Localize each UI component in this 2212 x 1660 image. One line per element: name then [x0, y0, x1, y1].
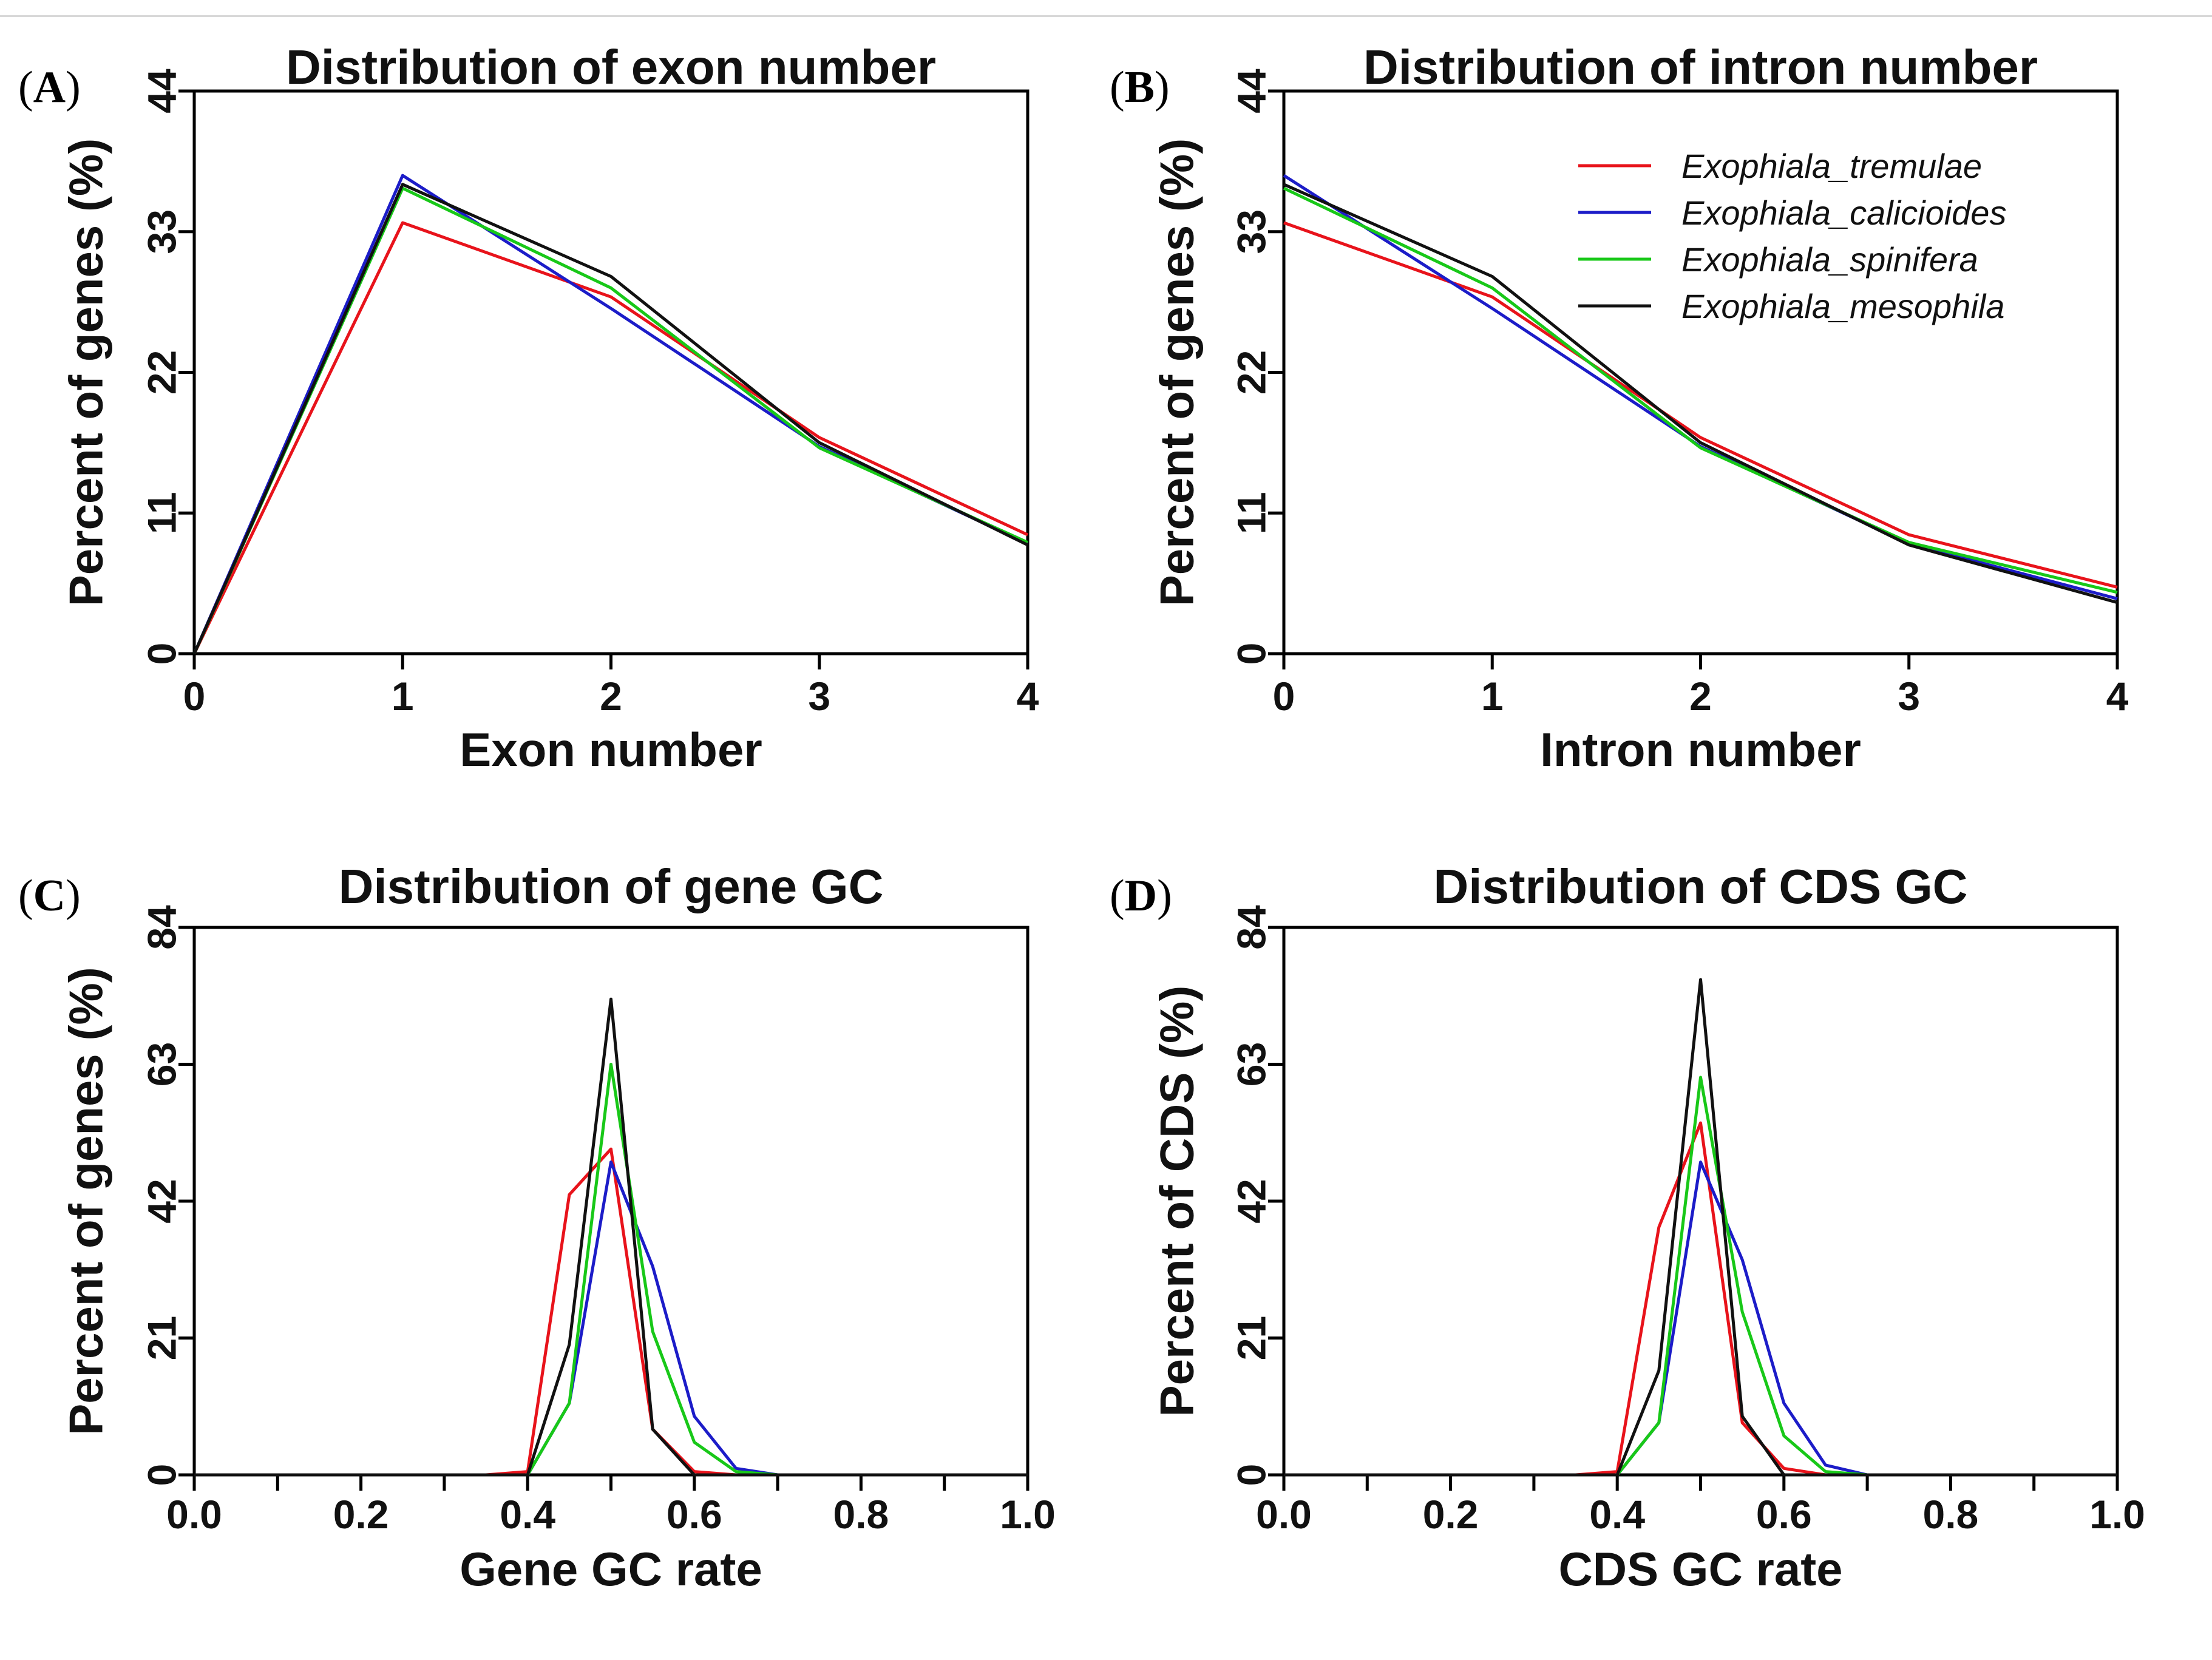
- x-axis-label: Intron number: [1540, 723, 1861, 776]
- y-tick-label: 21: [1229, 1316, 1274, 1360]
- y-axis-label: Percent of genes (%): [1150, 138, 1204, 607]
- y-tick-label: 84: [1229, 905, 1274, 950]
- panel-letter: (C): [18, 871, 81, 921]
- top-divider: [0, 15, 2212, 17]
- y-tick-label: 33: [1229, 209, 1274, 254]
- y-tick-label: 42: [1229, 1179, 1274, 1223]
- x-tick-label: 0.4: [1589, 1492, 1645, 1537]
- chart-title: Distribution of CDS GC: [1434, 859, 1968, 913]
- series-line-tremulae: [192, 221, 1029, 655]
- x-tick-label: 0.8: [833, 1492, 889, 1537]
- y-tick-label: 0: [1229, 1464, 1274, 1486]
- series-line-calicioides: [192, 174, 1029, 654]
- y-tick-label: 11: [139, 492, 184, 534]
- series-line-tremulae: [194, 1147, 1028, 1477]
- x-tick-label: 2: [1689, 674, 1712, 719]
- y-tick-label: 33: [139, 209, 184, 254]
- x-tick-label: 0.2: [333, 1492, 389, 1537]
- x-tick-label: 1.0: [1000, 1492, 1056, 1537]
- panel-c: (C) Distribution of gene GC 0 21 42 63 84 0.0 0.…: [18, 859, 1056, 1596]
- y-tick-label: 0: [139, 643, 184, 665]
- y-tick-label: 0: [139, 1464, 184, 1486]
- x-tick-label: 1.0: [2089, 1492, 2145, 1537]
- chart-title: Distribution of gene GC: [339, 859, 884, 913]
- legend-entry-spinifera: Exophiala_spinifera: [1681, 240, 1978, 279]
- series-line-calicioides: [1284, 1160, 2117, 1477]
- panel-letter-value: C: [33, 871, 66, 921]
- x-tick-label: 3: [1898, 674, 1920, 719]
- legend: Exophiala_tremulae Exophiala_calicioides E…: [1578, 147, 2006, 325]
- chart-title: Distribution of exon number: [286, 40, 936, 94]
- series-line-mesophila: [192, 183, 1029, 655]
- series-line-tremulae: [1284, 1121, 2117, 1477]
- panel-letter: (A): [18, 63, 81, 112]
- series-line-tremulae: [1283, 221, 2118, 589]
- y-tick-label: 22: [1229, 350, 1274, 395]
- x-tick-label: 0.0: [1256, 1492, 1312, 1537]
- x-axis-label: Gene GC rate: [460, 1542, 762, 1596]
- y-tick-label: 63: [139, 1042, 184, 1086]
- y-axis-label: Percent of CDS (%): [1150, 986, 1204, 1417]
- series-line-spinifera: [1284, 1076, 2117, 1477]
- y-tick-label: 63: [1229, 1042, 1274, 1086]
- x-tick-label: 0.2: [1423, 1492, 1479, 1537]
- series-line-spinifera: [192, 186, 1029, 655]
- panel-letter: (D): [1110, 871, 1172, 921]
- y-tick-label: 11: [1229, 492, 1274, 534]
- x-tick-label: 2: [600, 674, 622, 719]
- x-tick-label: 0: [183, 674, 206, 719]
- y-axis-label: Percent of genes (%): [59, 138, 113, 607]
- panel-letter: (B): [1110, 63, 1170, 112]
- x-tick-label: 0.6: [667, 1492, 722, 1537]
- y-tick-label: 84: [139, 905, 184, 950]
- x-tick-label: 1: [392, 674, 414, 719]
- x-tick-label: 4: [1017, 674, 1039, 719]
- plot-frame: [1282, 926, 2119, 1477]
- panel-d: (D) Distribution of CDS GC 0 21 42 63 84 0.0 0.2…: [1110, 859, 2145, 1596]
- panel-b: (B) Distribution of intron number 0 11 22 33 4…: [1110, 40, 2129, 776]
- legend-entry-mesophila: Exophiala_mesophila: [1681, 287, 2004, 325]
- series-line-mesophila: [194, 997, 1028, 1477]
- x-tick-label: 0.4: [500, 1492, 555, 1537]
- y-tick-label: 44: [139, 69, 184, 113]
- y-tick-label: 0: [1229, 643, 1274, 665]
- x-tick-label: 3: [808, 674, 830, 719]
- y-tick-label: 22: [139, 350, 184, 395]
- panel-a: (A) Distribution of exon number 0 11 22 33 44 0…: [18, 40, 1039, 776]
- x-tick-label: 0.6: [1756, 1492, 1812, 1537]
- x-tick-label: 0.8: [1923, 1492, 1979, 1537]
- x-axis-label: CDS GC rate: [1558, 1542, 1842, 1596]
- x-tick-label: 4: [2106, 674, 2129, 719]
- x-tick-label: 1: [1481, 674, 1504, 719]
- panel-letter-value: D: [1125, 871, 1157, 921]
- panel-letter-value: A: [33, 63, 66, 112]
- x-tick-label: 0: [1273, 674, 1295, 719]
- x-axis-label: Exon number: [460, 723, 762, 776]
- y-tick-label: 42: [139, 1179, 184, 1223]
- series-line-mesophila: [1284, 978, 2117, 1477]
- y-tick-label: 21: [139, 1316, 184, 1360]
- y-axis-label: Percent of genes (%): [59, 967, 113, 1435]
- legend-entry-tremulae: Exophiala_tremulae: [1681, 147, 1982, 185]
- x-tick-label: 0.0: [166, 1492, 222, 1537]
- series-line-mesophila: [1283, 183, 2118, 605]
- y-tick-label: 44: [1229, 69, 1274, 113]
- series-line-spinifera: [194, 1063, 1028, 1477]
- panel-letter-value: B: [1125, 63, 1155, 112]
- legend-entry-calicioides: Exophiala_calicioides: [1681, 194, 2006, 232]
- series-line-spinifera: [1283, 186, 2118, 594]
- chart-title: Distribution of intron number: [1363, 40, 2038, 94]
- series-line-calicioides: [194, 1160, 1028, 1477]
